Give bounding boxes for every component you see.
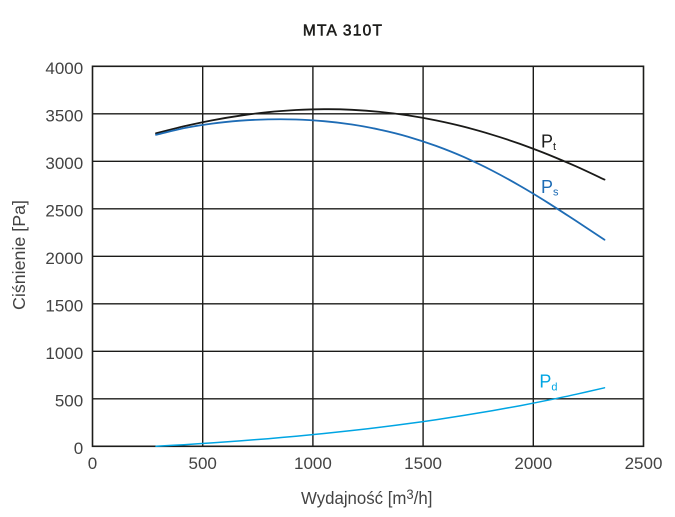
svg-text:4000: 4000 bbox=[45, 59, 83, 78]
svg-text:500: 500 bbox=[55, 391, 83, 410]
svg-text:Ciśnienie [Pa]: Ciśnienie [Pa] bbox=[9, 200, 29, 310]
svg-text:1500: 1500 bbox=[404, 454, 442, 473]
svg-text:2000: 2000 bbox=[514, 454, 552, 473]
svg-text:2500: 2500 bbox=[45, 201, 83, 220]
svg-text:0: 0 bbox=[74, 439, 83, 458]
svg-text:2500: 2500 bbox=[625, 454, 663, 473]
svg-text:Wydajność [m3/h]: Wydajność [m3/h] bbox=[301, 486, 432, 508]
svg-text:1500: 1500 bbox=[45, 296, 83, 315]
svg-text:0: 0 bbox=[88, 454, 97, 473]
svg-text:3000: 3000 bbox=[45, 154, 83, 173]
svg-text:MTA 310T: MTA 310T bbox=[303, 22, 383, 39]
svg-text:3500: 3500 bbox=[45, 106, 83, 125]
svg-text:500: 500 bbox=[189, 454, 217, 473]
svg-text:1000: 1000 bbox=[294, 454, 332, 473]
svg-text:1000: 1000 bbox=[45, 344, 83, 363]
svg-text:2000: 2000 bbox=[45, 249, 83, 268]
svg-text:Pt: Pt bbox=[541, 132, 556, 153]
